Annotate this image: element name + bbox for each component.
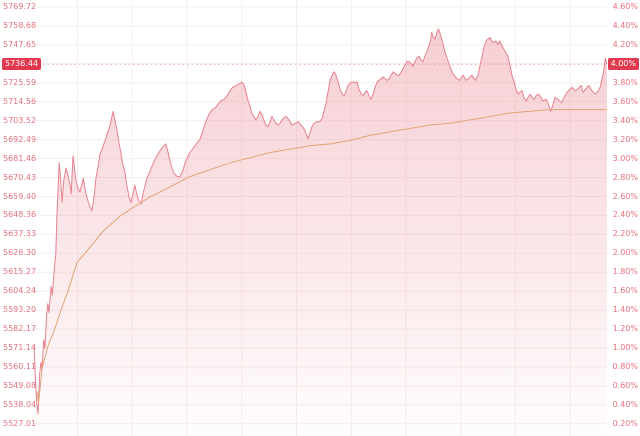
price-axis-label: 5758.68 <box>3 20 37 30</box>
percent-axis-label: 2.60% <box>612 191 638 201</box>
price-axis-label: 5571.14 <box>3 343 37 352</box>
percent-axis-label: 0.20% <box>612 418 638 428</box>
percent-axis-label: 1.40% <box>612 305 638 315</box>
price-axis-label: 5549.08 <box>3 380 37 390</box>
percent-axis-label: 1.80% <box>612 267 638 277</box>
percent-axis-label: 2.40% <box>612 210 638 220</box>
price-axis-label: 5714.56 <box>3 96 37 106</box>
price-axis-label: 5747.65 <box>3 39 37 49</box>
current-percent-badge: 4.00% <box>607 58 639 71</box>
percent-axis-label: 1.00% <box>612 343 638 352</box>
percent-axis-label: 3.20% <box>612 134 638 144</box>
percent-axis-label: 2.20% <box>612 229 638 239</box>
percent-axis-label: 4.60% <box>612 2 638 11</box>
average-price-line <box>36 109 607 404</box>
price-axis-label: 5703.52 <box>3 115 37 125</box>
percent-axis-label: 0.80% <box>612 362 638 371</box>
price-line <box>33 28 608 415</box>
price-axis-label: 5538.04 <box>3 399 37 409</box>
price-axis-label: 5604.24 <box>3 286 37 296</box>
price-axis-label: 5593.20 <box>3 305 37 315</box>
current-price-badge: 5736.44 <box>2 58 42 71</box>
percent-axis-label: 2.00% <box>612 248 638 258</box>
percent-axis-label: 4.20% <box>612 39 638 49</box>
percent-axis-label: 3.80% <box>612 77 638 87</box>
percent-axis-label: 0.40% <box>612 399 638 409</box>
price-axis-label: 5659.40 <box>3 191 37 201</box>
price-axis-label: 5527.01 <box>3 418 37 428</box>
percent-axis-label: 3.40% <box>612 115 638 125</box>
price-axis-label: 5725.59 <box>3 77 37 87</box>
price-area <box>34 28 607 436</box>
price-axis-label: 5637.33 <box>3 229 37 239</box>
price-axis-label: 5692.49 <box>3 134 37 144</box>
percent-axis-label: 1.60% <box>612 286 638 296</box>
percent-axis-label: 3.00% <box>612 153 638 163</box>
price-axis-label: 5582.17 <box>3 324 37 334</box>
percent-axis-label: 3.60% <box>612 96 638 106</box>
percent-axis-label: 4.40% <box>612 20 638 30</box>
price-axis-label: 5769.72 <box>3 2 37 11</box>
percent-axis-label: 0.60% <box>612 380 638 390</box>
price-axis-label: 5615.27 <box>3 267 37 277</box>
price-axis-label: 5626.30 <box>3 248 37 258</box>
percent-axis-label: 2.80% <box>612 172 638 182</box>
price-axis-label: 5560.11 <box>3 362 37 371</box>
price-axis-label: 5681.46 <box>3 153 37 163</box>
price-axis-label: 5670.43 <box>3 172 37 182</box>
price-axis-label: 5648.36 <box>3 210 37 220</box>
percent-axis-label: 1.20% <box>612 324 638 334</box>
